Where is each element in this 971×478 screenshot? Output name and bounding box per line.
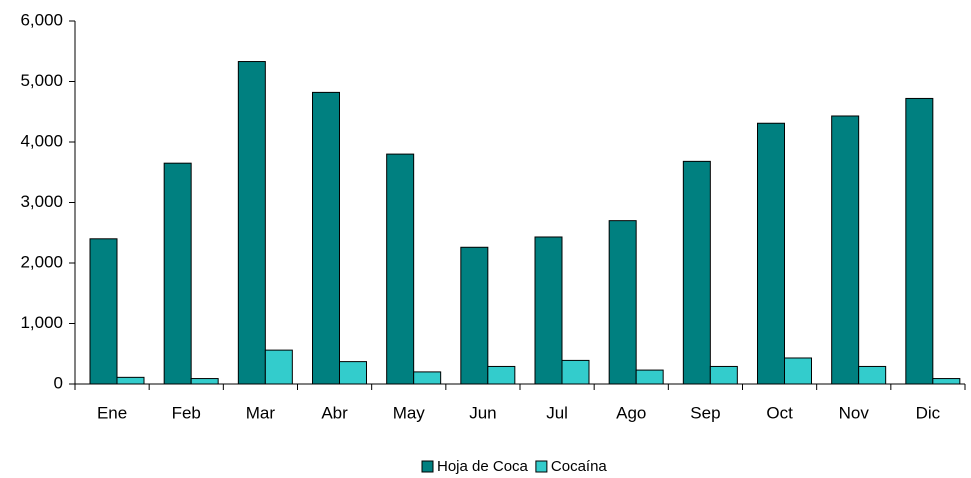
bar [264,349,293,385]
x-tick-label: Ene [97,403,127,422]
x-tick-label: Abr [321,403,348,422]
bar [190,378,219,385]
bar [89,238,118,385]
x-tick-label: Feb [172,403,201,422]
legend-label: Cocaína [551,458,608,475]
bar [534,236,563,385]
x-tick-label: Nov [839,403,870,422]
bar [312,91,340,385]
bar [784,357,812,385]
bar [932,378,961,385]
y-tick-label: 4,000 [20,131,63,150]
y-tick-label: 2,000 [20,252,63,271]
bar [858,365,887,385]
bar [709,365,738,385]
y-tick-label: 1,000 [20,313,63,332]
y-tick-label: 0 [54,373,63,392]
bar [561,359,590,385]
y-tick-label: 6,000 [20,10,63,29]
y-tick-label: 3,000 [20,192,63,211]
bar [682,160,711,385]
bar [413,371,442,385]
x-tick-label: May [393,403,426,422]
bar [905,97,934,385]
bar [487,365,516,385]
x-tick-label: Sep [690,403,720,422]
x-tick-label: Oct [766,403,793,422]
bar [757,122,785,385]
legend-label: Hoja de Coca [437,458,529,475]
bar [831,115,860,385]
legend-swatch [421,460,434,473]
bar [386,153,415,385]
x-tick-label: Mar [246,403,276,422]
bar [237,61,266,385]
x-tick-label: Dic [916,403,941,422]
bar [163,162,192,385]
x-tick-label: Jun [469,403,496,422]
bar [635,369,664,385]
bar [460,246,489,385]
x-tick-label: Jul [546,403,568,422]
x-tick-label: Ago [616,403,646,422]
y-tick-label: 5,000 [20,71,63,90]
legend-swatch [535,460,548,473]
bar [339,361,367,385]
bar [116,376,145,385]
bar [608,220,637,385]
